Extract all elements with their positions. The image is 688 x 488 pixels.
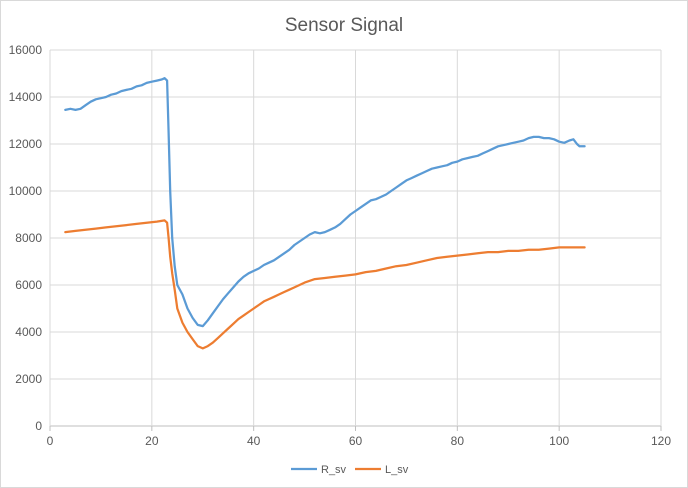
y-tick-label: 2000 [15, 372, 42, 386]
x-tick-label: 100 [549, 434, 569, 448]
x-tick-label: 80 [451, 434, 465, 448]
y-tick-label: 4000 [15, 325, 42, 339]
y-tick-label: 12000 [9, 137, 43, 151]
y-tick-label: 14000 [9, 90, 43, 104]
series-lines [64, 77, 586, 350]
y-tick-label: 8000 [15, 231, 42, 245]
chart-title: Sensor Signal [285, 15, 403, 36]
x-axis-ticks: 0 20 40 60 80 100 120 [47, 434, 672, 448]
y-tick-label: 0 [35, 419, 42, 433]
legend: R_sv L_sv [291, 464, 409, 476]
x-tick-label: 60 [349, 434, 363, 448]
x-tick-label: 20 [145, 434, 159, 448]
y-tick-label: 6000 [15, 278, 42, 292]
x-tick-label: 120 [651, 434, 671, 448]
series-line-r-sv [64, 77, 586, 328]
y-tick-label: 10000 [9, 184, 43, 198]
y-tick-label: 16000 [9, 43, 43, 57]
legend-label: R_sv [321, 464, 347, 476]
x-tick-label: 40 [247, 434, 261, 448]
gridlines [49, 49, 662, 431]
y-axis-ticks: 0 2000 4000 6000 8000 10000 12000 14000 16000 [9, 43, 43, 433]
legend-label: L_sv [385, 464, 409, 476]
x-tick-label: 0 [47, 434, 54, 448]
series-line-l-sv [64, 219, 586, 350]
